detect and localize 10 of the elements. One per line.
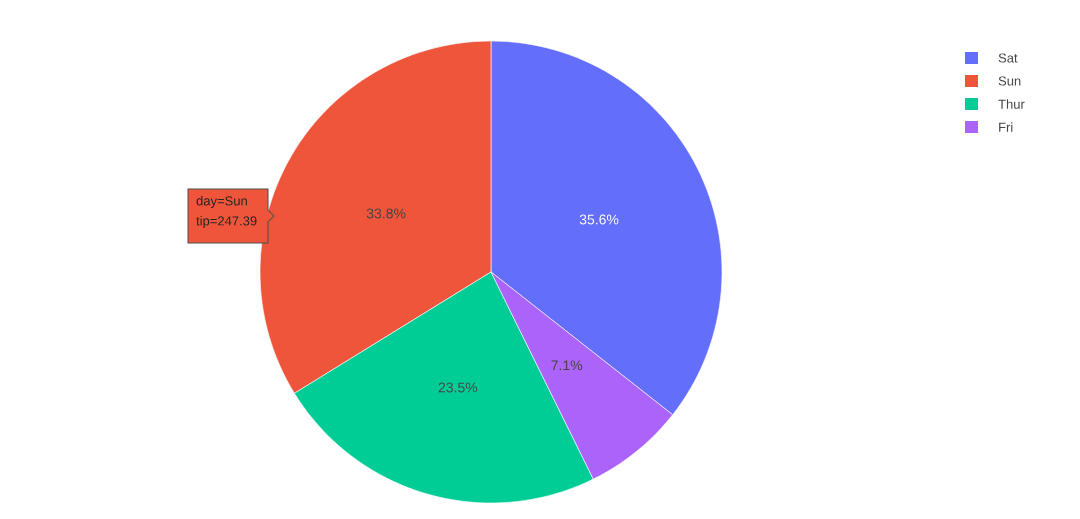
legend-label: Fri <box>999 122 1013 132</box>
legend-label: Thur <box>998 99 1025 109</box>
text: day=Sun <box>196 195 247 209</box>
data-label: 35.6% <box>579 214 619 225</box>
data-label: 33.8% <box>366 208 406 219</box>
data-label: 7.1% <box>551 360 583 371</box>
legend-label: Sun <box>998 76 1021 86</box>
data-label: 23.5% <box>438 382 478 393</box>
text: tip=247.39 <box>196 215 257 229</box>
legend-label: Sat <box>998 53 1018 63</box>
